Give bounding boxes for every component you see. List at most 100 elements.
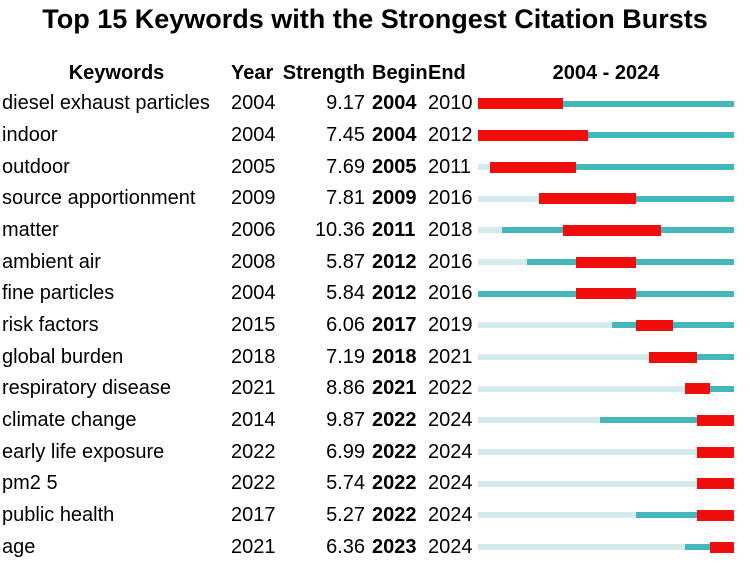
burst-timeline-bar [478,120,734,152]
inactive-segment [478,322,613,329]
col-header-keywords: Keywords [68,61,165,84]
active-segment [599,417,698,424]
burst-timeline-bar [478,183,734,215]
begin-value: 2004 [372,123,417,146]
year-value: 2009 [231,187,276,210]
keyword-label: ambient air [2,250,101,273]
strength-value: 6.06 [326,313,365,336]
inactive-segment [478,480,698,487]
keyword-label: diesel exhaust particles [2,92,210,115]
burst-timeline-bar [478,436,734,468]
burst-segment [697,414,734,426]
strength-value: 7.45 [326,123,365,146]
begin-value: 2018 [372,345,417,368]
end-value: 2024 [428,535,473,558]
end-value: 2024 [428,472,473,495]
end-value: 2024 [428,408,473,431]
year-value: 2004 [231,123,276,146]
active-segment [685,544,710,551]
begin-value: 2022 [372,472,417,495]
active-segment [697,354,734,361]
end-value: 2010 [428,92,473,115]
strength-value: 9.17 [326,92,365,115]
year-value: 2008 [231,250,276,273]
strength-value: 7.69 [326,155,365,178]
col-header-begin: Begin [372,61,428,84]
year-value: 2015 [231,313,276,336]
strength-value: 6.36 [326,535,365,558]
keyword-label: fine particles [2,282,115,305]
table-row: fine particles 2004 5.84 2012 2016 [0,278,750,310]
active-segment [612,322,637,329]
keyword-label: matter [2,218,59,241]
end-value: 2016 [428,282,473,305]
inactive-segment [478,354,649,361]
keyword-label: global burden [2,345,124,368]
begin-value: 2011 [372,218,416,241]
year-value: 2005 [231,155,276,178]
chart-title: Top 15 Keywords with the Strongest Citat… [42,4,708,34]
table-row: indoor 2004 7.45 2004 2012 [0,120,750,152]
burst-segment [575,288,637,300]
keyword-label: respiratory disease [2,377,171,400]
begin-value: 2022 [372,503,417,526]
begin-value: 2012 [372,250,417,273]
strength-value: 8.86 [326,377,365,400]
strength-value: 10.36 [314,218,365,241]
end-value: 2022 [428,377,473,400]
table-row: age 2021 6.36 2023 2024 [0,531,750,563]
active-segment [502,227,564,234]
active-segment [478,290,576,297]
burst-segment [685,383,710,395]
year-value: 2018 [231,345,276,368]
burst-segment [636,319,674,331]
burst-segment [563,224,661,236]
year-value: 2004 [231,282,276,305]
strength-value: 9.87 [326,408,365,431]
table-row: source apportionment 2009 7.81 2009 2016 [0,183,750,215]
table-row: global burden 2018 7.19 2018 2021 [0,341,750,373]
end-value: 2016 [428,250,473,273]
inactive-segment [478,195,539,202]
end-value: 2018 [428,218,473,241]
begin-value: 2022 [372,440,417,463]
burst-timeline-bar [478,215,734,247]
begin-value: 2023 [372,535,417,558]
burst-timeline-bar [478,373,734,405]
year-value: 2021 [231,377,276,400]
burst-timeline-bar [478,341,734,373]
table-header: Keywords Year Strength Begin End 2004 - … [0,58,750,88]
keyword-label: risk factors [2,313,99,336]
burst-segment [478,129,588,141]
strength-value: 5.27 [326,503,365,526]
active-segment [587,132,734,139]
burst-timeline-bar [478,500,734,532]
burst-timeline-bar [478,246,734,278]
active-segment [636,195,734,202]
keyword-label: outdoor [2,155,70,178]
strength-value: 7.81 [326,187,365,210]
active-segment [709,385,734,392]
table-row: respiratory disease 2021 8.86 2021 2022 [0,373,750,405]
burst-timeline-bar [478,88,734,120]
burst-timeline-bar [478,531,734,563]
burst-timeline-bar [478,405,734,437]
active-segment [673,322,734,329]
inactive-segment [478,385,686,392]
begin-value: 2009 [372,187,417,210]
table-row: public health 2017 5.27 2022 2024 [0,500,750,532]
burst-segment [478,98,564,110]
active-segment [563,100,734,107]
end-value: 2024 [428,440,473,463]
table-row: pm2 5 2022 5.74 2022 2024 [0,468,750,500]
table-row: ambient air 2008 5.87 2012 2016 [0,246,750,278]
year-value: 2022 [231,440,276,463]
year-value: 2017 [231,503,276,526]
active-segment [636,512,698,519]
begin-value: 2004 [372,92,417,115]
inactive-segment [478,449,698,456]
strength-value: 5.84 [326,282,365,305]
end-value: 2012 [428,123,473,146]
keyword-label: public health [2,503,115,526]
